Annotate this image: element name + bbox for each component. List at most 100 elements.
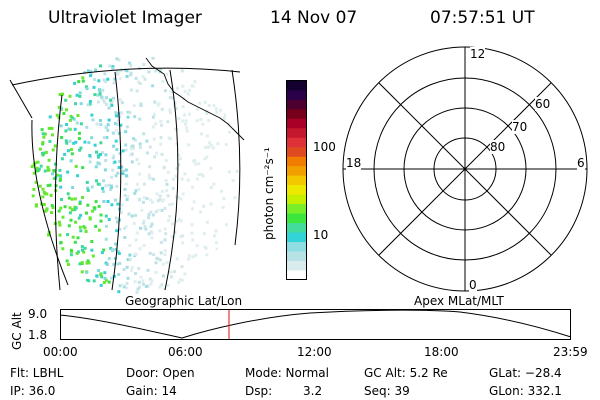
- emission-pixel: [119, 98, 122, 102]
- emission-pixel: [73, 127, 77, 131]
- emission-pixel: [124, 174, 128, 178]
- emission-pixel: [111, 168, 115, 172]
- emission-pixel: [47, 158, 51, 162]
- emission-pixel: [110, 175, 113, 179]
- emission-pixel: [111, 248, 115, 252]
- emission-pixel: [198, 101, 202, 105]
- emission-pixel: [126, 276, 130, 280]
- emission-pixel: [104, 103, 108, 106]
- emission-pixel: [199, 118, 203, 121]
- emission-pixel: [70, 116, 74, 120]
- emission-pixel: [65, 259, 69, 263]
- emission-pixel: [142, 63, 146, 66]
- emission-pixel: [155, 257, 159, 261]
- emission-pixel: [168, 214, 171, 218]
- emission-pixel: [95, 179, 98, 183]
- emission-pixel: [83, 246, 87, 250]
- emission-pixel: [129, 73, 133, 77]
- emission-pixel: [212, 104, 216, 108]
- colorbar-band: [287, 241, 306, 252]
- emission-pixel: [114, 111, 118, 115]
- emission-pixel: [43, 132, 47, 136]
- emission-pixel: [125, 281, 129, 285]
- emission-pixel: [84, 85, 88, 89]
- emission-pixel: [138, 142, 142, 146]
- emission-pixel: [104, 125, 108, 129]
- emission-pixel: [207, 145, 211, 149]
- emission-pixel: [110, 203, 114, 207]
- emission-pixel: [86, 188, 90, 192]
- emission-pixel: [137, 267, 141, 270]
- emission-pixel: [159, 136, 163, 140]
- emission-pixel: [60, 157, 64, 161]
- emission-pixel: [129, 153, 133, 157]
- emission-pixel: [151, 56, 155, 60]
- emission-pixel: [130, 214, 134, 218]
- emission-pixel: [88, 217, 92, 221]
- emission-pixel: [81, 76, 85, 80]
- emission-pixel: [99, 123, 103, 126]
- emission-pixel: [228, 130, 231, 134]
- geographic-grid-lines: [9, 67, 241, 291]
- emission-pixel: [123, 194, 127, 197]
- emission-pixel: [158, 285, 162, 289]
- emission-pixel: [222, 197, 226, 200]
- emission-pixel: [107, 106, 111, 110]
- info-seq: Seq: 39: [364, 384, 410, 398]
- emission-pixel: [73, 208, 77, 212]
- emission-pixel: [64, 139, 68, 143]
- emission-pixel: [85, 87, 89, 91]
- colorbar-band: [287, 203, 306, 214]
- colorbar-band: [287, 222, 306, 233]
- colorbar-frame: [286, 80, 307, 280]
- emission-pixel: [163, 238, 167, 242]
- emission-pixel: [89, 71, 93, 75]
- emission-pixel: [205, 134, 209, 138]
- emission-pixel: [100, 151, 104, 155]
- emission-pixel: [224, 143, 228, 147]
- emission-pixel: [119, 111, 123, 115]
- emission-pixel: [160, 283, 164, 287]
- colorbar-band: [287, 156, 306, 167]
- emission-pixel: [71, 235, 75, 239]
- emission-pixel: [145, 139, 149, 143]
- emission-pixel: [73, 197, 77, 201]
- emission-pixel: [150, 231, 154, 235]
- emission-pixel: [219, 108, 223, 112]
- emission-pixel: [101, 190, 105, 193]
- emission-pixel: [199, 173, 203, 176]
- emission-pixel: [142, 196, 146, 200]
- emission-pixel: [97, 204, 101, 208]
- emission-pixel: [47, 126, 51, 130]
- emission-pixel: [201, 174, 205, 178]
- emission-pixel: [80, 270, 84, 274]
- emission-pixel: [109, 246, 113, 250]
- emission-pixel: [175, 167, 179, 170]
- apex-panel-label: Apex MLat/MLT: [414, 294, 504, 308]
- emission-pixel: [173, 270, 177, 273]
- emission-pixel: [98, 162, 102, 166]
- emission-pixel: [133, 191, 137, 195]
- emission-pixel: [194, 162, 198, 166]
- emission-pixel: [67, 127, 71, 131]
- emission-pixel: [148, 165, 152, 169]
- info-filter: Flt: LBHL: [10, 366, 64, 380]
- emission-pixel: [203, 100, 207, 104]
- emission-pixel: [88, 160, 92, 164]
- mlat-label-80: 80: [490, 140, 506, 154]
- emission-pixel: [81, 166, 85, 170]
- emission-pixel: [114, 242, 118, 246]
- emission-pixel: [103, 72, 107, 76]
- mlt-label-18: 18: [346, 156, 362, 170]
- emission-pixel: [118, 284, 122, 288]
- emission-pixel: [126, 110, 130, 114]
- emission-pixel: [40, 128, 44, 132]
- emission-pixel: [99, 213, 103, 217]
- emission-pixel: [118, 159, 122, 163]
- emission-pixel: [135, 158, 139, 162]
- emission-pixel: [142, 244, 146, 248]
- emission-pixel: [107, 218, 111, 221]
- emission-pixel: [114, 216, 118, 220]
- emission-pixel: [178, 218, 182, 221]
- emission-pixel: [151, 125, 155, 129]
